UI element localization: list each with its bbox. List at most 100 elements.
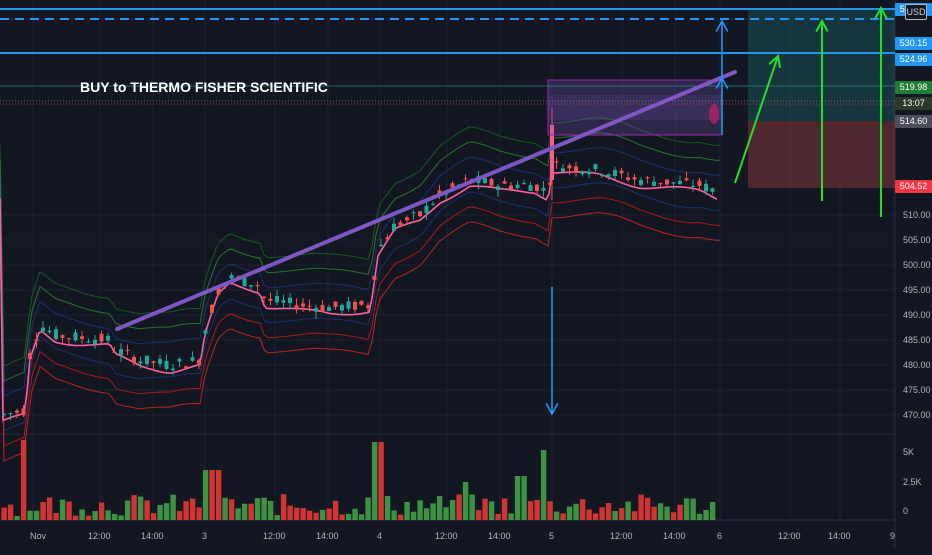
volume-bar [105,510,111,520]
candle-body [372,276,377,280]
price-tick-label: 490.00 [903,310,931,320]
candle-body [80,336,84,339]
volume-bar [274,515,280,520]
time-axis-label: 14:00 [316,531,339,541]
volume-bar [514,476,521,520]
candle-body [112,351,117,353]
candle-body [600,174,604,176]
volume-bar [696,513,703,520]
band-lower-blue [0,182,721,432]
candle-body [645,177,650,179]
volume-bar [469,494,475,520]
candle-body [405,217,409,221]
volume-bar [475,510,482,520]
volume-bar [618,508,625,520]
volume-bar [163,503,170,520]
candle-body [483,178,487,184]
volume-bar [267,500,274,520]
candle-body [411,212,416,214]
price-tick-label: 485.00 [903,335,931,345]
volume-bar [553,511,560,520]
volume-bar [59,499,66,520]
time-axis-label: 4 [377,531,382,541]
candle-body [697,180,702,186]
volume-bar [397,514,404,520]
volume-bar [326,508,332,520]
volume-bar [488,501,495,520]
volume-bar [306,510,313,520]
candle-body [340,304,344,311]
candle-body [359,300,364,305]
volume-bar [391,510,397,520]
volume-bar [456,494,462,520]
candle-body [229,275,234,279]
volume-bar [20,440,27,520]
volume-bar [33,510,40,520]
volume-bar [27,510,33,520]
volume-bar [501,498,508,520]
candle-body [119,349,123,356]
volume-bar [157,504,163,520]
time-axis-label: 12:00 [88,531,111,541]
volume-bar [85,515,92,520]
volume-bar [521,476,527,520]
arrow-up-green-1 [734,55,779,184]
candle-body [678,180,682,185]
candle-body [249,285,253,287]
candle-body [535,184,539,191]
price-label-524-96: 524.96 [895,53,932,66]
candle-body [255,285,260,287]
volume-bar [371,442,378,520]
volume-bar [423,508,430,520]
volume-bar [332,500,339,520]
candle-body [353,301,357,310]
volume-bar [508,513,514,520]
volume-bar [235,508,241,520]
candle-body [184,366,188,368]
candle-body [21,408,26,416]
volume-bar [410,511,417,520]
candle-body [574,166,578,172]
candle-body [541,187,546,191]
candle-body [47,330,52,333]
volume-bar [384,495,391,520]
volume-tick-label: 2.5K [903,477,922,487]
currency-button[interactable]: USD [905,4,927,20]
volume-bar [638,494,644,520]
volume-bar [14,515,20,520]
time-axis-label: 12:00 [610,531,633,541]
candle-body [164,360,169,369]
candle-body [613,169,617,177]
volume-bar [66,501,72,520]
candle-body [502,181,507,184]
volume-bar [150,513,157,520]
price-tick-label: 475.00 [903,385,931,395]
candle-body [86,341,91,343]
volume-bar [683,498,690,520]
candle-body [67,338,71,340]
candle-body [658,182,663,185]
price-tick-label: 480.00 [903,360,931,370]
candle-body [73,332,78,341]
candle-body [106,335,110,341]
volume-bar [228,499,235,520]
candle-body [210,304,214,313]
time-axis-label: 6 [717,531,722,541]
band-upper-inner [0,132,721,382]
volume-bar [430,503,436,520]
volume-bar [540,450,547,520]
candle-body [385,237,390,240]
volume-bar [677,504,683,520]
candle-body [314,307,318,312]
candle-body [93,339,97,345]
price-label-530-15: 530.15 [895,37,932,50]
volume-bar [566,506,573,520]
volume-bar [651,506,657,520]
volume-bar [7,504,14,520]
arrow-up-green-1-head [768,54,782,68]
trendline [115,70,737,331]
volume-bar [183,501,189,520]
volume-bar [462,482,469,520]
